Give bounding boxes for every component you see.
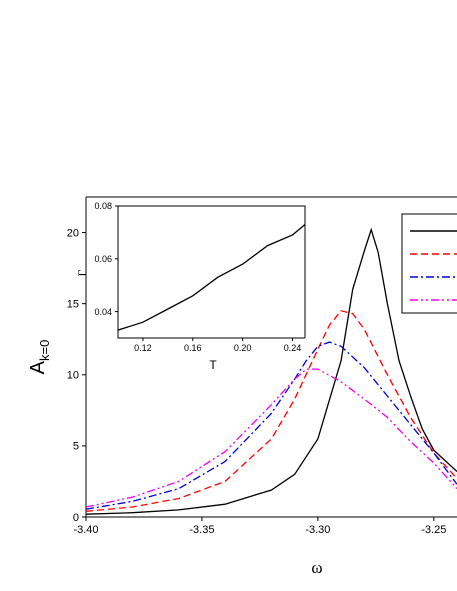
- inset-y-tick-label: 0.04: [94, 307, 112, 317]
- main-y-tick-label: 10: [67, 370, 79, 382]
- main-y-tick-label: 0: [73, 512, 79, 524]
- main-series-line-2: [86, 310, 457, 512]
- main-y-tick-label: 20: [67, 227, 79, 239]
- main-y-tick-label: 15: [67, 299, 79, 311]
- inset-series-line-1: [118, 224, 305, 331]
- legend-box: [401, 213, 457, 314]
- main-x-tick-label: -3.25: [421, 524, 446, 536]
- inset-y-axis-label: Γ: [75, 269, 89, 276]
- main-x-tick-label: -3.40: [73, 524, 98, 536]
- main-plot: -3.40 -3.35 -3.30 -3.25 0 5 10 15 20: [67, 196, 457, 536]
- y-axis-label-subscript: k=0: [37, 340, 52, 361]
- x-axis-label: ω: [311, 558, 322, 577]
- inset-plot: 0.12 0.16 0.20 0.24 0.04 0.06 0.08: [94, 201, 306, 353]
- main-x-tick-label: -3.30: [305, 524, 330, 536]
- main-y-tick-label: 5: [73, 441, 79, 453]
- inset-y-tick-label: 0.08: [94, 201, 112, 211]
- inset-x-tick-label: 0.24: [284, 343, 302, 353]
- y-axis-label-main: A: [27, 360, 49, 374]
- main-x-tick-label: -3.35: [189, 524, 214, 536]
- inset-x-axis-label: T: [209, 358, 217, 372]
- legend: [401, 213, 457, 314]
- main-series-line-1: [86, 227, 457, 515]
- inset-background: [116, 205, 306, 338]
- main-series-line-4: [86, 368, 457, 508]
- inset-x-tick-label: 0.20: [234, 343, 252, 353]
- inset-frame: [118, 205, 306, 338]
- inset-x-tick-label: 0.12: [134, 343, 152, 353]
- inset-x-tick-label: 0.16: [184, 343, 202, 353]
- y-axis-label: Ak=0: [27, 340, 52, 375]
- main-series-line-3: [86, 341, 457, 510]
- inset-y-tick-label: 0.06: [94, 254, 112, 264]
